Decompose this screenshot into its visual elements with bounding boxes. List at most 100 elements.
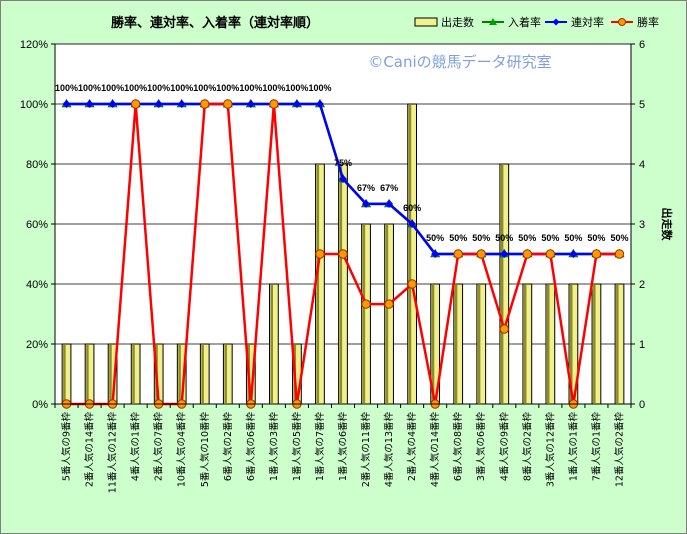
x-tick-label: 4番人気の1番枠 bbox=[130, 412, 142, 482]
x-tick-label: 11番人気の12番枠 bbox=[107, 412, 119, 494]
x-tick-label: 8番人気の2番枠 bbox=[521, 412, 533, 482]
y-right-tick-label: 0 bbox=[639, 399, 645, 411]
legend-label: 勝率 bbox=[637, 15, 659, 29]
bar-shade bbox=[224, 345, 227, 403]
data-label: 100% bbox=[101, 83, 124, 93]
win-rate-point bbox=[130, 99, 141, 109]
place-rate-point bbox=[339, 175, 347, 183]
win-rate-point bbox=[453, 249, 463, 259]
bar-shade bbox=[385, 225, 389, 403]
y-right-tick-label: 1 bbox=[639, 339, 645, 351]
y-left-tick-label: 120% bbox=[20, 39, 48, 51]
x-tick-label: 2番人気の7番枠 bbox=[153, 412, 165, 482]
legend-swatch-bar bbox=[414, 17, 438, 27]
x-tick-label: 1番人気の3番枠 bbox=[268, 412, 280, 482]
x-tick-label: 4番人気の13番枠 bbox=[383, 412, 395, 488]
legend-marker bbox=[618, 18, 626, 26]
y-left-tick-label: 100% bbox=[20, 99, 48, 111]
bar-shade bbox=[546, 285, 550, 403]
x-tick-label: 1番人気の1番枠 bbox=[567, 412, 579, 482]
data-label: 50% bbox=[587, 233, 605, 243]
legend-marker bbox=[552, 18, 560, 26]
x-tick-label: 6番人気の8番枠 bbox=[452, 412, 464, 482]
place-rate-point bbox=[177, 100, 186, 108]
x-axis: 5番人気の9番枠 2番人気の14番枠 11番人気の12番枠 4番人気の1番枠 2番人気の… bbox=[54, 403, 632, 494]
x-tick-label: 4番人気の9番枠 bbox=[498, 412, 510, 482]
x-tick-label: 2番人気の14番枠 bbox=[84, 412, 96, 488]
win-rate-point bbox=[223, 99, 233, 109]
x-tick-label: 6番人気の6番枠 bbox=[245, 412, 257, 482]
data-labels: 100% 100% 100% 100% 100% 100% 100% 100% 100% 100%… bbox=[55, 83, 628, 243]
y-right-tick-label: 5 bbox=[639, 99, 645, 111]
x-tick-label: 2番人気の4番枠 bbox=[406, 412, 418, 482]
y-left-tick-label: 80% bbox=[26, 159, 48, 171]
y-left-tick-label: 60% bbox=[26, 219, 48, 231]
data-label: 100% bbox=[262, 83, 285, 93]
data-label: 50% bbox=[495, 233, 513, 243]
place-rate-point bbox=[62, 100, 71, 108]
x-tick-label: 3番人気の6番枠 bbox=[475, 412, 487, 482]
bar-shade bbox=[477, 285, 481, 403]
place-rate-point bbox=[408, 220, 417, 228]
win-rate-point bbox=[499, 324, 509, 334]
data-label: 50% bbox=[426, 233, 444, 243]
x-tick-label: 7番人気の1番枠 bbox=[590, 412, 602, 482]
legend-marker bbox=[489, 18, 497, 25]
win-rate-point bbox=[200, 99, 210, 109]
data-label: 50% bbox=[472, 233, 490, 243]
place-rate-point bbox=[500, 250, 509, 258]
bar-shade bbox=[616, 285, 619, 403]
bar-shade bbox=[316, 165, 320, 403]
win-rate-point bbox=[476, 249, 486, 259]
legend-label: 連対率 bbox=[571, 15, 604, 29]
bar-series-runs bbox=[61, 103, 625, 405]
win-rate-point bbox=[269, 99, 279, 109]
y-left-tick-label: 20% bbox=[26, 339, 48, 351]
bar-shade bbox=[339, 165, 343, 403]
place-rate-point bbox=[85, 100, 94, 108]
x-tick-label: 1番人気の5番枠 bbox=[291, 412, 303, 482]
win-rate-point bbox=[361, 299, 371, 309]
place-rate-point bbox=[108, 100, 117, 108]
data-label: 50% bbox=[541, 233, 559, 243]
y-axis-right-label: 出走数 bbox=[660, 208, 674, 242]
x-tick-label: 10番人気の4番枠 bbox=[176, 412, 188, 488]
place-rate-point bbox=[385, 199, 394, 208]
bar-shade bbox=[63, 345, 66, 403]
y-left-tick-label: 0% bbox=[32, 399, 48, 411]
legend-label: 出走数 bbox=[441, 15, 474, 29]
win-rate-point bbox=[591, 249, 602, 259]
data-label: 60% bbox=[403, 203, 421, 213]
win-rate-point bbox=[315, 249, 325, 259]
data-label: 100% bbox=[78, 83, 101, 93]
bar-shade bbox=[454, 285, 458, 403]
bar-shade bbox=[86, 345, 89, 403]
bar-shade bbox=[408, 105, 412, 403]
place-rate-point bbox=[246, 100, 255, 108]
data-label: 100% bbox=[147, 83, 170, 93]
watermark: ©Caniの競馬データ研究室 bbox=[368, 53, 551, 71]
data-label: 67% bbox=[380, 183, 398, 193]
data-label: 67% bbox=[357, 183, 375, 193]
data-label: 100% bbox=[239, 83, 262, 93]
place-rate-point bbox=[292, 100, 301, 108]
win-rate-point bbox=[614, 249, 625, 259]
data-label: 100% bbox=[285, 83, 308, 93]
bar-shade bbox=[500, 165, 504, 403]
x-tick-label: 3番人気の12番枠 bbox=[544, 412, 556, 488]
y-right-tick-label: 3 bbox=[639, 219, 645, 231]
y-right-tick-label: 6 bbox=[639, 39, 645, 51]
x-tick-label: 4番人気の14番枠 bbox=[429, 412, 441, 488]
data-label: 50% bbox=[610, 233, 628, 243]
place-rate-point bbox=[431, 250, 440, 258]
legend: 出走数 入着率 連対率 勝率 bbox=[414, 15, 659, 29]
data-label: 100% bbox=[308, 83, 331, 93]
legend-label: 入着率 bbox=[508, 15, 541, 29]
data-label: 100% bbox=[216, 83, 239, 93]
y-axis-left: 0% 20% 40% 60% 80% 100% 120% bbox=[20, 39, 56, 411]
data-label: 50% bbox=[449, 233, 467, 243]
win-rate-point bbox=[338, 249, 348, 259]
x-tick-label: 5番人気の10番枠 bbox=[199, 412, 211, 488]
data-label: 100% bbox=[170, 83, 193, 93]
win-rate-point bbox=[407, 279, 417, 289]
